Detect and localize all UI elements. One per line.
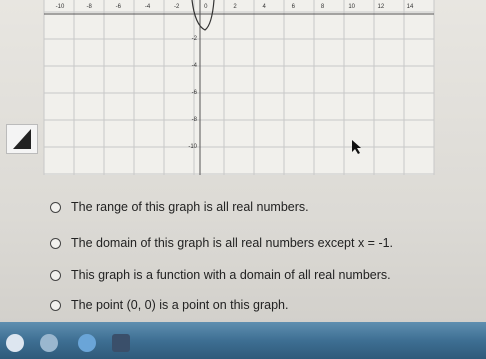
x-tick-label: -10 [56, 4, 65, 10]
cursor [352, 140, 361, 154]
graph-area [44, 0, 434, 175]
back-arrow [13, 129, 31, 149]
option-text: The domain of this graph is all real num… [71, 236, 394, 250]
graph: -10 -8 -6 -4 -2 0 2 4 6 8 10 12 14 -2 -4 -6 -8 -10 [43, 0, 435, 175]
option[interactable]: The range of this graph is all real numb… [50, 200, 309, 214]
radio-button[interactable] [50, 201, 61, 213]
y-tick-label: -6 [192, 90, 198, 96]
x-tick-label: 0 [204, 4, 208, 10]
y-tick-label: -4 [192, 63, 198, 69]
back-button[interactable] [6, 124, 38, 154]
x-tick-label: 10 [348, 4, 355, 10]
option[interactable]: The domain of this graph is all real num… [50, 236, 393, 250]
x-tick-label: 2 [233, 4, 237, 10]
x-tick-label: 14 [407, 4, 414, 10]
app-icon[interactable] [112, 334, 130, 352]
x-tick-label: 6 [292, 4, 296, 10]
option[interactable]: This graph is a function with a domain o… [50, 268, 391, 282]
x-tick-label: 4 [262, 4, 266, 10]
radio-button[interactable] [50, 299, 61, 311]
option-text: The point (0, 0) is a point on this grap… [71, 298, 289, 312]
y-tick-label: -10 [188, 144, 197, 150]
start-icon[interactable] [6, 334, 24, 352]
y-tick-label: -2 [192, 36, 198, 42]
x-tick-label: 8 [321, 4, 325, 10]
x-tick-label: 12 [377, 4, 384, 10]
option-text: This graph is a function with a domain o… [71, 268, 391, 282]
curve [191, 0, 215, 31]
x-tick-label: -4 [145, 4, 151, 10]
option-text: The range of this graph is all real numb… [71, 200, 309, 214]
x-tick-label: -2 [174, 4, 180, 10]
taskbar [0, 322, 486, 359]
y-tick-label: -8 [192, 117, 198, 123]
option[interactable]: The point (0, 0) is a point on this grap… [50, 298, 289, 312]
app-icon[interactable] [40, 334, 58, 352]
app-icon[interactable] [78, 334, 96, 352]
x-tick-label: -6 [116, 4, 122, 10]
radio-button[interactable] [50, 237, 61, 249]
radio-button[interactable] [50, 269, 61, 281]
x-tick-label: -8 [86, 4, 92, 10]
